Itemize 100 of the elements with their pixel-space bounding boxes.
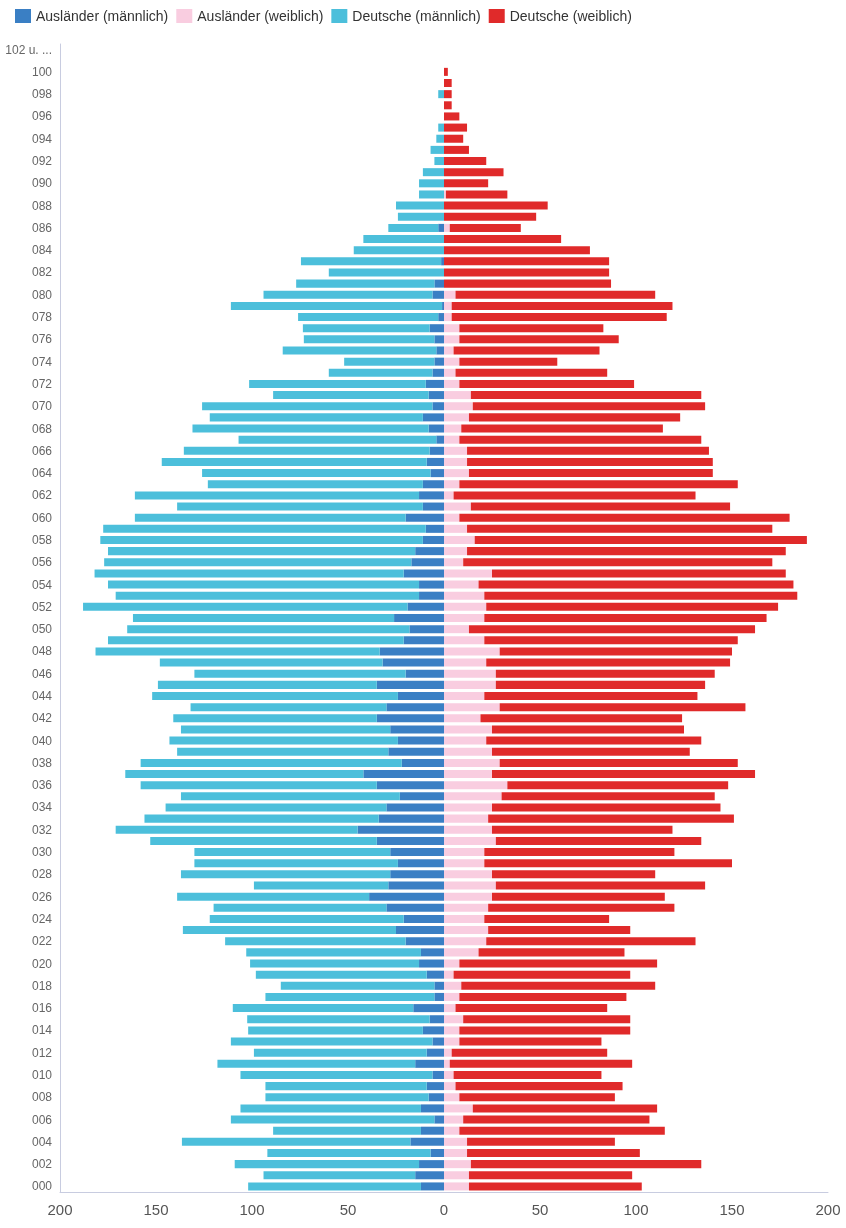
bar (238, 435, 437, 444)
bar (100, 535, 423, 544)
bar (422, 502, 444, 511)
bar (444, 1015, 464, 1024)
bar (463, 1015, 631, 1024)
bar (484, 859, 732, 868)
bar (419, 1160, 444, 1169)
bar (444, 591, 485, 600)
bar (426, 970, 444, 979)
bar (108, 636, 404, 645)
bar (444, 825, 492, 834)
bar (444, 669, 496, 678)
bar (298, 313, 439, 322)
bar (207, 480, 423, 489)
y-tick-label: 002 (31, 1157, 53, 1172)
bar (444, 257, 610, 266)
bar (253, 881, 389, 890)
bar (194, 669, 406, 678)
y-tick-label: 026 (31, 889, 53, 904)
bar (444, 703, 500, 712)
bar (488, 926, 631, 935)
bar (390, 848, 444, 857)
bar (468, 1182, 642, 1191)
bar (484, 591, 798, 600)
bar (180, 870, 391, 879)
bar (444, 1070, 454, 1079)
bar (444, 324, 460, 333)
legend-label: Deutsche (männlich) (352, 8, 481, 24)
bar (426, 1048, 444, 1057)
bar (463, 558, 773, 567)
bar (459, 324, 604, 333)
bar (472, 1104, 658, 1113)
bar (444, 379, 460, 388)
bar (300, 257, 442, 266)
bar (499, 758, 738, 767)
bar (444, 580, 479, 589)
bar (213, 903, 387, 912)
bar (444, 279, 612, 288)
bar (461, 981, 656, 990)
bar (83, 602, 408, 611)
bar (444, 535, 475, 544)
bar (94, 569, 404, 578)
bar (507, 781, 729, 790)
y-tick-label: 090 (31, 176, 53, 191)
bar (445, 190, 508, 199)
bar (459, 992, 627, 1001)
bar (403, 569, 444, 578)
bar (492, 803, 721, 812)
y-tick-label: 008 (31, 1090, 53, 1105)
bar (484, 692, 698, 701)
bar (488, 814, 734, 823)
bar (422, 168, 444, 177)
bar (444, 212, 537, 221)
bar (459, 379, 635, 388)
bar (492, 725, 684, 734)
y-tick-label: 024 (31, 911, 53, 926)
bar (436, 346, 444, 355)
bar (444, 457, 468, 466)
y-tick-label: 102 u. ... (5, 42, 52, 57)
bar (467, 446, 709, 455)
bar (434, 981, 444, 990)
x-tick-label: 0 (439, 1201, 449, 1218)
bar (451, 313, 667, 322)
x-tick-label: 100 (239, 1201, 265, 1218)
bar (180, 725, 391, 734)
bar (432, 1070, 444, 1079)
y-tick-label: 022 (31, 934, 53, 949)
bar (420, 1182, 444, 1191)
y-tick-label: 058 (31, 532, 53, 547)
bar (434, 157, 444, 166)
bar (444, 613, 485, 623)
bar (403, 636, 444, 645)
bar (434, 357, 444, 366)
y-tick-label: 060 (31, 510, 53, 525)
bar (472, 402, 706, 411)
bar (376, 781, 444, 790)
y-tick-label: 078 (31, 310, 53, 325)
bar (386, 803, 444, 812)
bar (444, 569, 492, 578)
bar (444, 79, 452, 88)
bar (265, 1093, 429, 1102)
bar (419, 591, 444, 600)
bar (486, 602, 779, 611)
bar (273, 391, 429, 400)
bar (399, 792, 444, 801)
bar (444, 892, 492, 901)
bar (403, 914, 444, 923)
bar (444, 1171, 469, 1180)
bar (455, 290, 656, 299)
y-tick-label: 092 (31, 154, 53, 169)
bar (253, 1048, 427, 1057)
bar (444, 736, 487, 745)
bar (169, 736, 398, 745)
bar (444, 112, 460, 121)
bar (444, 903, 489, 912)
bar (444, 692, 485, 701)
bar (453, 1070, 602, 1079)
bar (115, 591, 420, 600)
bar (230, 1115, 435, 1124)
bar (432, 1037, 444, 1046)
